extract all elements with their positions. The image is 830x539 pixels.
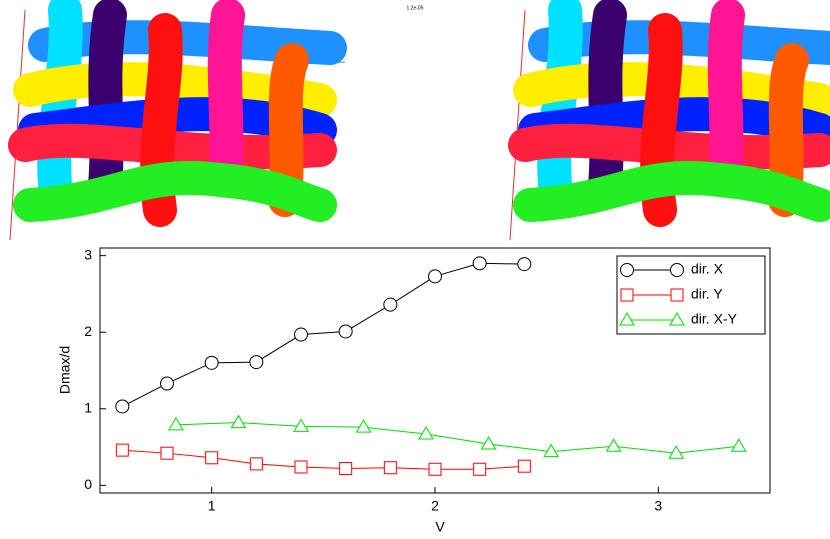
series-line (122, 449, 525, 470)
marker (160, 446, 174, 460)
x-axis-label: V (435, 519, 445, 535)
legend-marker (620, 288, 634, 302)
marker (168, 416, 184, 431)
marker (480, 436, 497, 450)
y-tick-label: 0 (84, 476, 92, 492)
x-tick-label: 1 (208, 498, 216, 514)
render-left (10, 10, 345, 240)
marker (294, 327, 308, 342)
marker (383, 297, 398, 312)
marker (668, 445, 685, 459)
marker (517, 459, 531, 473)
marker (338, 324, 353, 339)
x-tick-label: 3 (654, 498, 662, 514)
marker (204, 355, 219, 370)
render-right (510, 10, 830, 240)
legend-marker (619, 312, 635, 326)
marker (517, 257, 532, 272)
marker (473, 462, 487, 476)
marker (293, 418, 309, 432)
marker (249, 457, 263, 471)
legend-marker (669, 312, 685, 326)
series-line (122, 262, 525, 407)
marker (294, 460, 308, 474)
marker (472, 256, 487, 271)
x-tick-label: 2 (431, 498, 439, 514)
marker (730, 438, 747, 452)
legend-label: dir. Y (691, 286, 723, 302)
marker (383, 461, 397, 475)
y-tick-label: 2 (84, 323, 92, 339)
y-axis-label: Dmax/d (57, 346, 73, 394)
legend-label: dir. X (691, 261, 724, 277)
marker (428, 462, 442, 476)
legend-marker (620, 263, 634, 277)
marker (249, 355, 264, 370)
y-tick-label: 1 (84, 399, 92, 415)
marker (543, 443, 560, 458)
legend-label: dir. X-Y (691, 311, 738, 327)
marker (115, 443, 129, 457)
legend-marker (670, 263, 684, 277)
marker (230, 414, 247, 429)
series-line (175, 422, 739, 454)
marker (205, 451, 219, 465)
marker (428, 269, 442, 284)
legend-marker (670, 288, 684, 302)
y-tick-label: 3 (84, 246, 92, 262)
figure-label: 1.2e-05 (407, 5, 424, 11)
marker (339, 462, 353, 475)
marker (115, 399, 130, 414)
marker (418, 426, 434, 440)
marker (355, 419, 372, 433)
marker (160, 376, 174, 391)
marker (605, 438, 622, 452)
